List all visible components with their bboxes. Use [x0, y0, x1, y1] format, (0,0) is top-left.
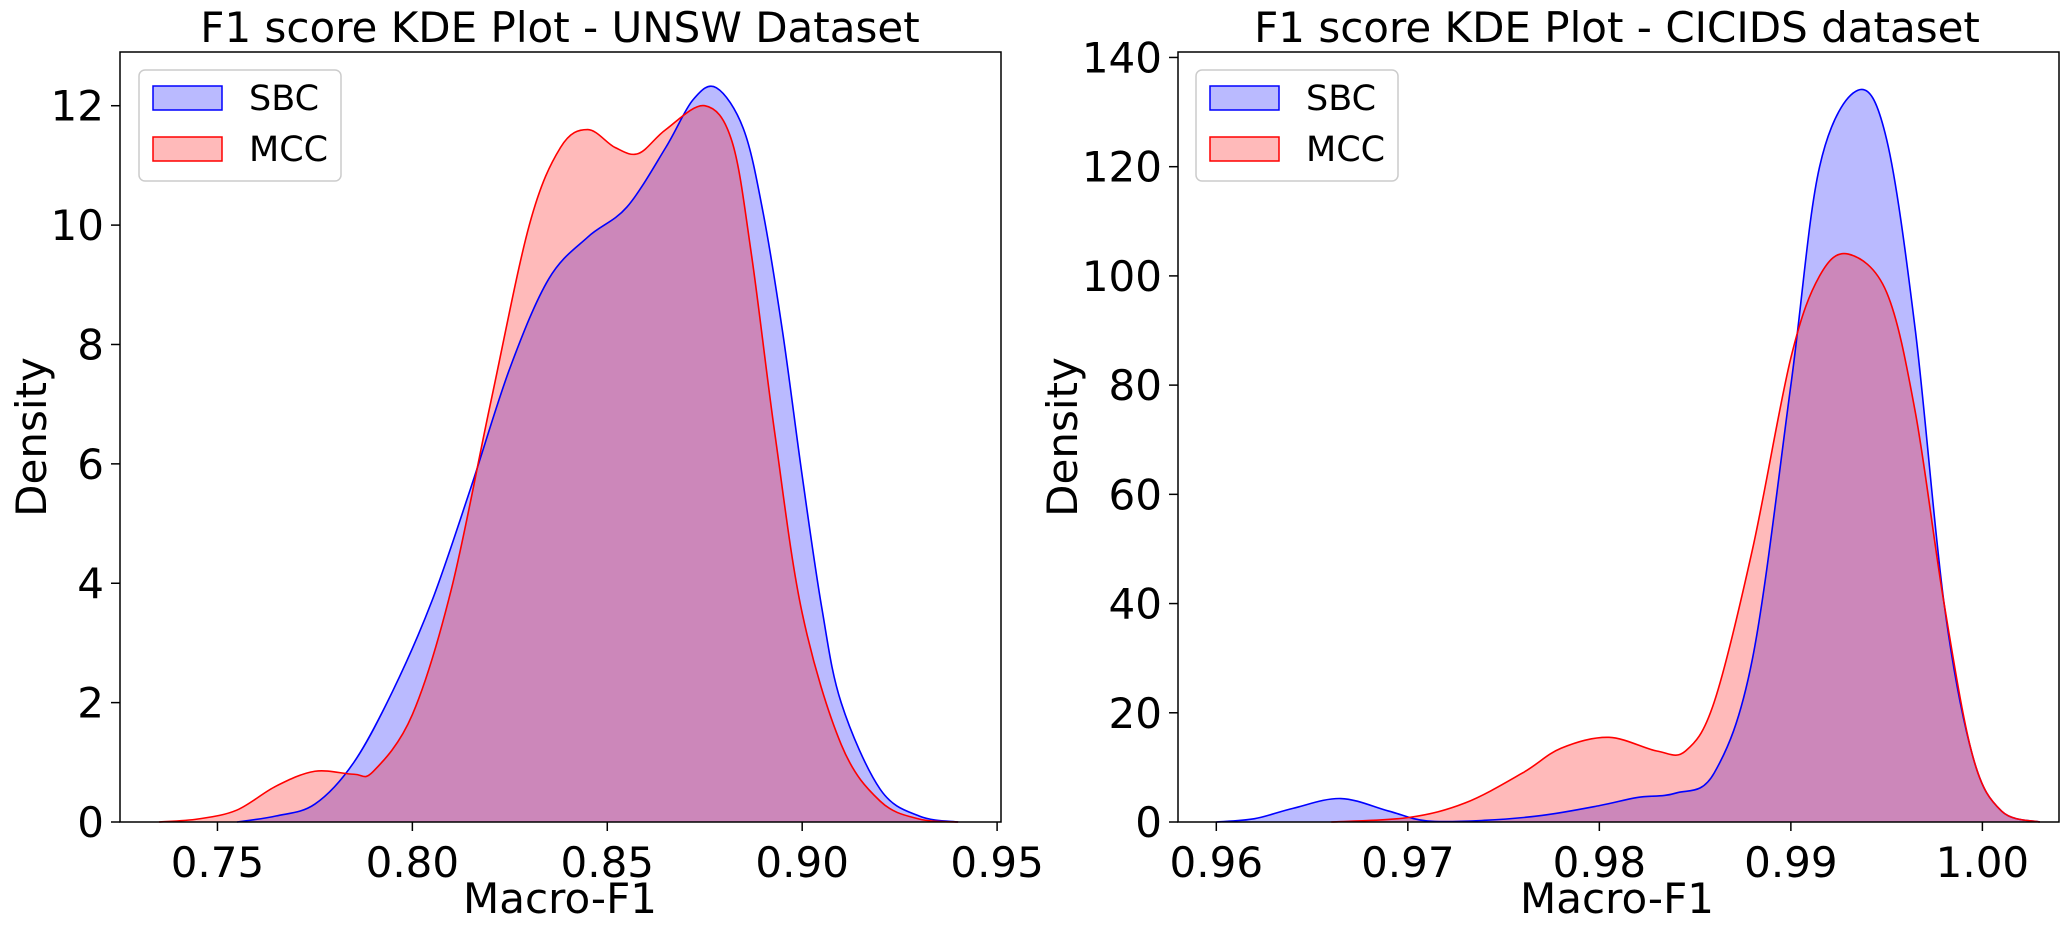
x-tick-label: 1.00	[1936, 838, 2030, 887]
y-tick-label: 140	[1082, 33, 1162, 82]
x-axis-ticks: 0.96 0.97 0.98 0.99 1.00	[1170, 822, 2030, 887]
legend-swatch-mcc	[1209, 136, 1280, 162]
chart-title: F1 score KDE Plot - UNSW Dataset	[200, 3, 919, 52]
legend-swatch-sbc	[152, 85, 223, 111]
y-tick-label: 100	[1082, 252, 1162, 301]
y-tick-label: 60	[1109, 470, 1162, 519]
legend-label-mcc: MCC	[1306, 130, 1385, 170]
y-tick-label: 8	[77, 320, 104, 369]
plot-frame	[1177, 51, 2060, 823]
x-tick-label: 0.96	[1170, 838, 1264, 887]
x-tick-label: 0.85	[561, 838, 655, 887]
x-tick-label: 0.75	[171, 838, 265, 887]
x-tick-label: 0.97	[1361, 838, 1455, 887]
x-tick-label: 0.80	[366, 838, 460, 887]
x-tick-label: 0.98	[1553, 838, 1647, 887]
legend-swatch-sbc	[1209, 85, 1280, 111]
legend: SBC MCC	[1195, 69, 1399, 182]
legend-swatch-mcc	[152, 136, 223, 162]
series-area-mcc	[1331, 253, 2040, 822]
series-line-sbc	[1216, 88, 2041, 823]
legend: SBC MCC	[138, 69, 342, 182]
y-tick-label: 120	[1082, 143, 1162, 192]
y-tick-label: 0	[1135, 798, 1162, 847]
legend-label-sbc: SBC	[249, 79, 319, 119]
series-lines	[158, 85, 959, 823]
series-lines	[1216, 88, 2041, 823]
y-axis-label: Density	[7, 357, 56, 517]
series-line-sbc	[236, 85, 959, 823]
series-area-sbc	[1216, 89, 2040, 822]
x-axis-label: Macro-F1	[463, 874, 657, 923]
y-tick-label: 40	[1109, 580, 1162, 629]
unsw-kde-chart: F1 score KDE Plot - UNSW Dataset 0.75 0.8…	[7, 3, 1044, 923]
legend-frame	[1195, 69, 1399, 182]
y-tick-label: 2	[77, 679, 104, 728]
chart-title: F1 score KDE Plot - CICIDS dataset	[1254, 3, 1980, 52]
series-area-mcc	[158, 105, 959, 823]
series-fills	[1216, 89, 2040, 822]
x-tick-label: 0.90	[755, 838, 849, 887]
y-tick-label: 80	[1109, 361, 1162, 410]
plot-frame	[119, 51, 1002, 823]
y-tick-label: 10	[51, 201, 104, 250]
y-tick-label: 12	[51, 82, 104, 131]
y-tick-label: 20	[1109, 689, 1162, 738]
series-line-mcc	[1331, 252, 2041, 823]
y-tick-label: 0	[77, 798, 104, 847]
series-line-mcc	[158, 104, 959, 823]
x-tick-label: 0.95	[950, 838, 1044, 887]
y-tick-label: 4	[77, 559, 104, 608]
legend-label-mcc: MCC	[249, 130, 328, 170]
x-axis-ticks: 0.75 0.80 0.85 0.90 0.95	[171, 822, 1044, 887]
x-axis-label: Macro-F1	[1520, 874, 1714, 923]
cicids-kde-chart: F1 score KDE Plot - CICIDS dataset 0.96 0…	[1038, 3, 2060, 923]
y-tick-label: 6	[77, 440, 104, 489]
y-axis-ticks: 0 2 4 6 8 10 12	[51, 82, 120, 847]
x-tick-label: 0.99	[1744, 838, 1838, 887]
y-axis-label: Density	[1038, 357, 1087, 517]
legend-frame	[138, 69, 342, 182]
legend-label-sbc: SBC	[1306, 79, 1376, 119]
y-axis-ticks: 0 20 40 60 80 100 120 140	[1082, 33, 1178, 847]
